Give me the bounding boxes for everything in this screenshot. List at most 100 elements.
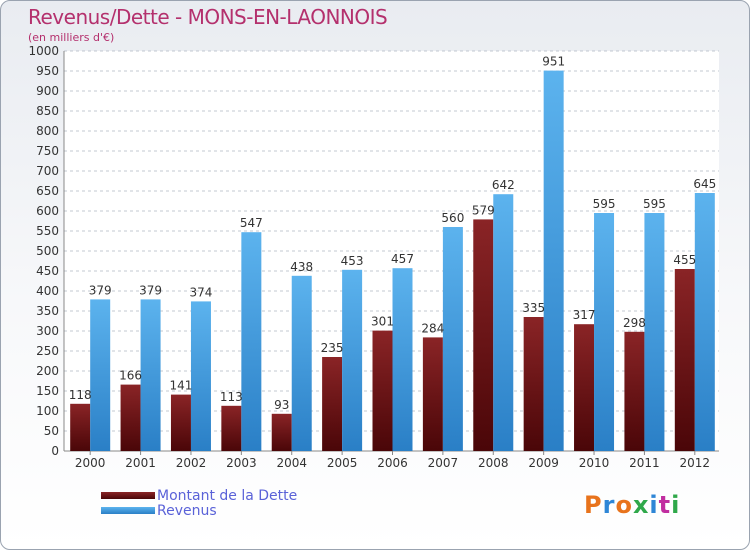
bar-revenus [493, 194, 514, 451]
bar-dette [372, 330, 393, 451]
legend-item-debt: Montant de la Dette [101, 487, 298, 504]
data-label-revenus: 457 [391, 252, 414, 266]
data-label-dette: 455 [673, 253, 696, 267]
x-tick-label: 2007 [428, 456, 459, 470]
y-tick-label: 1000 [28, 44, 59, 58]
data-label-dette: 301 [371, 315, 394, 329]
y-tick-label: 700 [36, 164, 59, 178]
data-label-dette: 284 [421, 321, 444, 335]
logo-letter: i [649, 491, 659, 519]
bar-dette [674, 269, 695, 451]
bar-dette [221, 405, 242, 451]
x-tick-label: 2006 [377, 456, 408, 470]
legend-item-revenus: Revenus [101, 502, 297, 519]
bar-revenus [694, 193, 715, 451]
proxiti-logo: Proxiti [584, 491, 680, 519]
x-tick-label: 2012 [680, 456, 711, 470]
y-tick-label: 900 [36, 84, 59, 98]
data-label-dette: 298 [623, 316, 646, 330]
logo-letter: o [615, 491, 633, 519]
x-tick-label: 2008 [478, 456, 509, 470]
bar-dette [523, 317, 544, 451]
bar-dette [322, 357, 343, 451]
y-tick-label: 800 [36, 124, 59, 138]
y-tick-label: 950 [36, 64, 59, 78]
logo-letter: P [584, 491, 603, 519]
bar-revenus [644, 213, 665, 451]
data-label-revenus: 642 [492, 178, 515, 192]
logo-letter: x [632, 491, 650, 519]
logo-letter: r [602, 491, 616, 519]
data-label-revenus: 438 [290, 260, 313, 274]
data-label-dette: 579 [472, 203, 495, 217]
legend-label-revenus: Revenus [157, 502, 217, 519]
y-tick-label: 600 [36, 204, 59, 218]
bar-revenus [543, 70, 564, 451]
chart-legend: Montant de la Dette Revenus [101, 487, 298, 519]
data-label-revenus: 374 [190, 285, 213, 299]
bar-dette [574, 324, 595, 451]
bar-dette [422, 337, 443, 451]
bar-dette [120, 384, 141, 451]
data-label-revenus: 453 [341, 254, 364, 268]
data-label-revenus: 595 [643, 197, 666, 211]
data-label-revenus: 547 [240, 216, 263, 230]
y-tick-label: 450 [36, 264, 59, 278]
data-label-revenus: 645 [693, 177, 716, 191]
x-tick-label: 2005 [327, 456, 358, 470]
y-tick-label: 50 [44, 424, 59, 438]
bar-revenus [342, 269, 363, 451]
legend-label-debt: Montant de la Dette [157, 487, 298, 504]
data-label-dette: 141 [170, 379, 193, 393]
bar-revenus [241, 232, 262, 451]
bar-dette [170, 394, 191, 451]
x-tick-label: 2011 [629, 456, 660, 470]
chart-subtitle: (en milliers d'€) [28, 31, 115, 44]
bar-revenus [392, 268, 413, 451]
bar-revenus [291, 275, 312, 451]
x-tick-label: 2001 [125, 456, 156, 470]
bar-revenus [140, 299, 161, 451]
logo-letter: i [671, 491, 681, 519]
data-label-dette: 93 [274, 398, 289, 412]
y-tick-label: 550 [36, 224, 59, 238]
y-tick-label: 0 [51, 444, 59, 458]
data-label-dette: 118 [69, 388, 92, 402]
y-tick-label: 850 [36, 104, 59, 118]
bar-revenus [594, 213, 615, 451]
y-tick-label: 400 [36, 284, 59, 298]
data-label-dette: 335 [522, 301, 545, 315]
data-label-revenus: 951 [542, 55, 565, 69]
y-tick-label: 350 [36, 304, 59, 318]
bar-dette [70, 403, 91, 451]
x-tick-label: 2010 [579, 456, 610, 470]
legend-swatch-debt [101, 492, 155, 499]
y-tick-label: 200 [36, 364, 59, 378]
data-label-dette: 235 [321, 341, 344, 355]
data-label-dette: 113 [220, 390, 243, 404]
y-tick-label: 650 [36, 184, 59, 198]
legend-swatch-revenus [101, 507, 155, 514]
x-tick-label: 2003 [226, 456, 257, 470]
y-tick-label: 100 [36, 404, 59, 418]
x-tick-label: 2000 [75, 456, 106, 470]
data-label-revenus: 595 [593, 197, 616, 211]
y-tick-label: 750 [36, 144, 59, 158]
x-tick-label: 2004 [276, 456, 307, 470]
bar-revenus [190, 301, 211, 451]
data-label-dette: 317 [573, 308, 596, 322]
bar-revenus [90, 299, 111, 451]
bar-dette [473, 219, 494, 451]
data-label-revenus: 379 [89, 283, 112, 297]
bar-dette [624, 331, 645, 451]
data-label-revenus: 560 [441, 211, 464, 225]
x-tick-label: 2009 [528, 456, 559, 470]
y-tick-label: 250 [36, 344, 59, 358]
y-tick-label: 300 [36, 324, 59, 338]
chart-title: Revenus/Dette - MONS-EN-LAONNOIS [28, 5, 388, 29]
bar-dette [271, 413, 292, 451]
logo-letter: t [658, 491, 672, 519]
bar-revenus [442, 227, 463, 451]
data-label-dette: 166 [119, 369, 142, 383]
